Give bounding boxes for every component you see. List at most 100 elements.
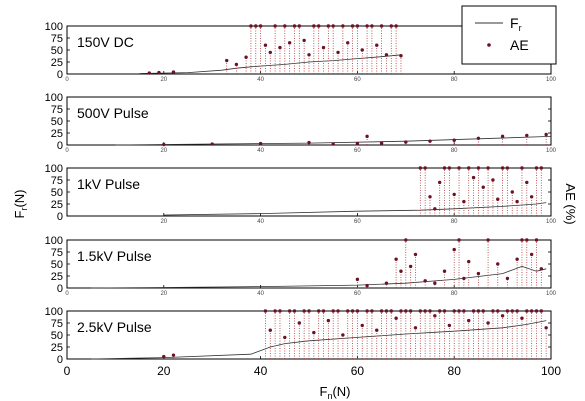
ae-point: [287, 41, 292, 45]
ae-point: [505, 166, 510, 170]
ae-point: [433, 207, 437, 211]
ae-point: [326, 318, 331, 323]
ae-point: [331, 142, 335, 146]
ae-point: [413, 252, 418, 257]
x-tick-label: 40: [257, 291, 264, 297]
ae-point: [539, 309, 544, 313]
ae-point: [539, 267, 544, 271]
ae-point: [486, 166, 490, 170]
y-tick-label: 50: [51, 259, 63, 271]
x-tick-label: 40: [257, 77, 264, 83]
ae-point: [442, 269, 447, 273]
ae-point: [418, 309, 423, 313]
ae-point: [505, 309, 510, 313]
ae-point: [210, 142, 214, 146]
ae-point: [529, 252, 534, 257]
ae-point: [278, 309, 282, 313]
ae-point: [428, 309, 432, 313]
legend-dot-swatch: [487, 43, 491, 47]
ae-point: [462, 199, 466, 204]
series-line-fr: [91, 320, 547, 360]
ae-point: [278, 45, 282, 50]
ae-point: [336, 50, 340, 55]
ae-point: [539, 166, 544, 170]
ae-point: [408, 309, 413, 313]
ae-point: [520, 316, 524, 320]
ae-point: [384, 53, 389, 57]
ae-point: [457, 309, 461, 313]
x-tick-label: 100: [546, 291, 557, 297]
ae-point: [350, 309, 355, 313]
ae-point: [355, 141, 360, 146]
y-axis-right-title: AE (%): [563, 183, 578, 224]
ae-point: [355, 277, 360, 282]
ae-point: [365, 309, 369, 313]
ae-point: [423, 309, 427, 313]
ae-point: [496, 309, 500, 313]
ae-point: [447, 166, 452, 170]
x-tick-label: 100: [546, 148, 557, 154]
ae-point: [515, 257, 519, 261]
ae-point: [467, 259, 471, 264]
ae-point: [462, 276, 466, 281]
ae-point: [379, 141, 384, 145]
ae-point: [147, 71, 151, 75]
y-tick-label: 100: [45, 163, 63, 175]
panel-label: 2.5kV Pulse: [77, 319, 152, 335]
y-axis-left-title-sub: r: [19, 208, 29, 211]
ae-point: [437, 309, 442, 313]
y-tick-label: 75: [51, 318, 63, 330]
ae-point: [452, 247, 456, 252]
x-tick-label: 60: [351, 364, 365, 378]
ae-point: [399, 309, 403, 313]
ae-point: [263, 43, 268, 47]
x-tick-label: 40: [257, 148, 264, 154]
ae-point: [302, 309, 306, 313]
ae-point: [457, 238, 461, 242]
ae-point: [476, 166, 481, 170]
y-tick-label: 0: [57, 211, 63, 223]
x-tick-label: 80: [451, 77, 458, 83]
ae-point: [520, 238, 524, 242]
y-tick-label: 75: [51, 104, 63, 116]
ae-point: [355, 309, 360, 313]
ae-point: [544, 132, 548, 137]
ae-point: [283, 335, 287, 340]
ae-point: [341, 333, 345, 337]
ae-point: [162, 354, 166, 359]
ae-point: [268, 328, 272, 332]
ae-point: [510, 309, 514, 313]
x-tick-label: 0: [65, 291, 69, 297]
ae-point: [312, 24, 316, 28]
ae-point: [375, 328, 379, 332]
x-tick-label: 80: [451, 148, 458, 154]
ae-point: [307, 140, 311, 145]
ae-point: [379, 309, 384, 313]
ae-point: [162, 142, 166, 147]
ae-point: [486, 238, 490, 242]
ae-point: [471, 175, 476, 180]
x-tick-label: 0: [64, 364, 71, 378]
y-tick-label: 0: [57, 354, 63, 366]
ae-point: [515, 309, 519, 313]
ae-point: [157, 70, 161, 75]
ae-point: [360, 323, 364, 328]
ae-point: [379, 24, 384, 28]
y-tick-label: 50: [51, 330, 63, 342]
legend: Fr AE: [461, 5, 557, 65]
ae-point: [457, 166, 461, 170]
ae-point: [476, 136, 481, 140]
ae-point: [447, 323, 452, 328]
ae-point: [307, 309, 311, 313]
ae-point: [307, 53, 311, 57]
ae-point: [525, 180, 529, 185]
ae-point: [399, 269, 403, 273]
ae-point: [171, 353, 176, 357]
x-axis-title: Fn(N): [319, 384, 350, 401]
x-tick-label: 20: [160, 291, 167, 297]
panel-label: 500V Pulse: [77, 105, 149, 121]
y-tick-label: 100: [45, 306, 63, 318]
ae-point: [360, 48, 364, 52]
